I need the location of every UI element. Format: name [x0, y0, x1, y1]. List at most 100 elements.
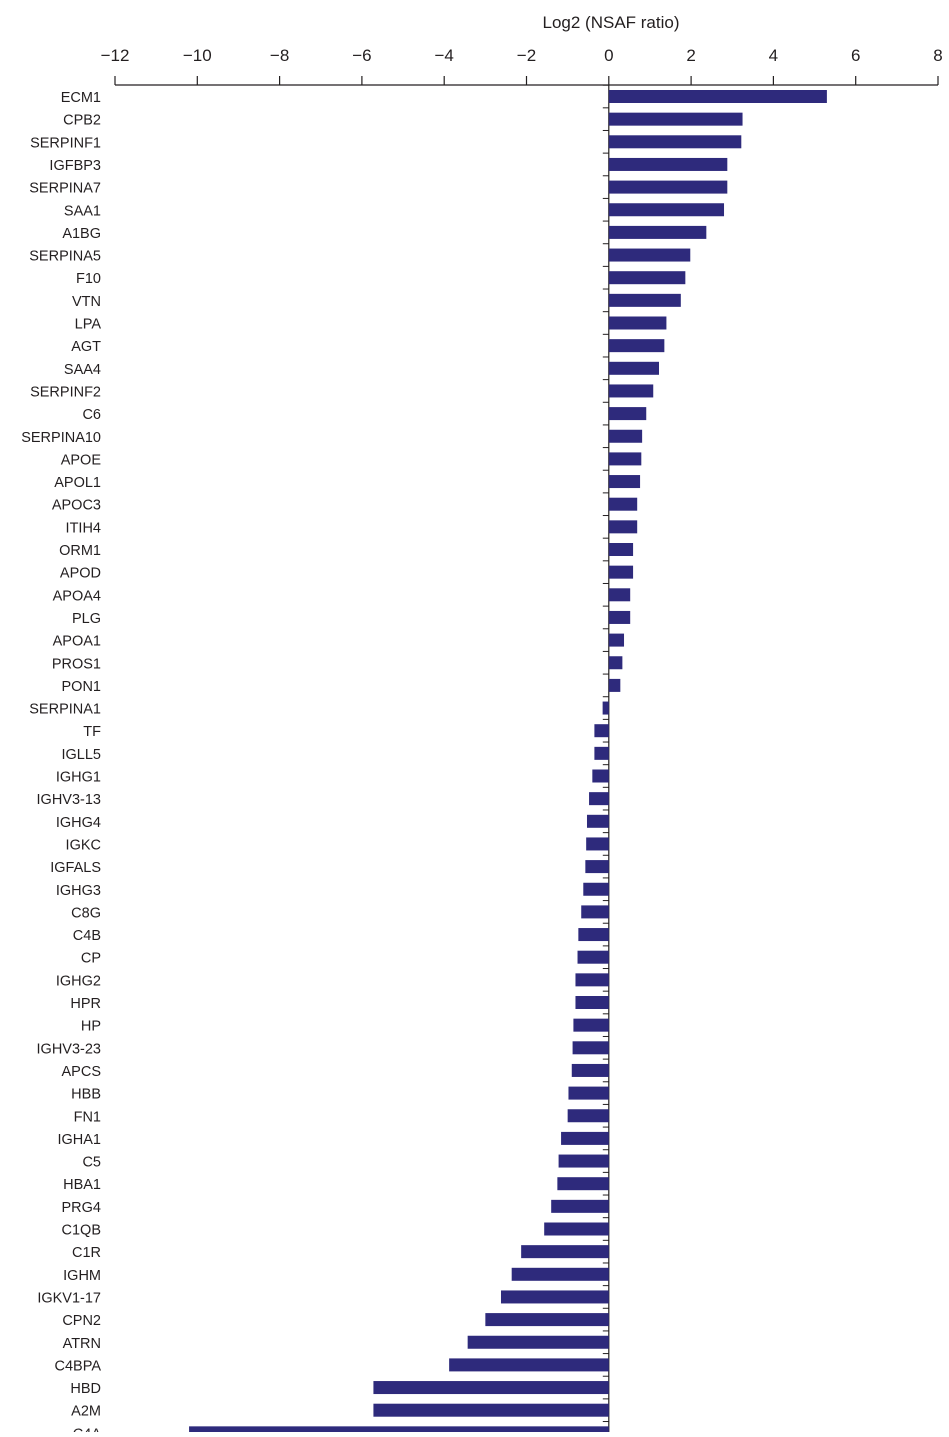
bar-itih4	[608, 520, 638, 534]
bar-c8g	[581, 905, 609, 919]
bar-f10	[608, 271, 686, 285]
category-label: C1R	[72, 1245, 101, 1261]
axis-layer: −12 −10 −8 −6 −4 −2 0 2 4 6 8	[101, 46, 943, 1437]
category-label: HPR	[70, 996, 101, 1012]
bar-hp	[573, 1018, 609, 1032]
bar-c5	[558, 1154, 609, 1168]
bar-c4a	[189, 1426, 609, 1437]
bar-atrn	[467, 1335, 609, 1349]
category-label: FN1	[74, 1109, 101, 1125]
category-label: C5	[82, 1155, 101, 1171]
bar-ighv3-13	[589, 792, 609, 806]
category-label: IGHM	[63, 1268, 101, 1284]
bar-agt	[608, 339, 665, 353]
category-label: SERPINA1	[29, 702, 101, 718]
category-label: CPN2	[62, 1313, 101, 1329]
category-label: PON1	[62, 679, 102, 695]
category-label: SAA1	[64, 203, 101, 219]
category-label: IGHG1	[56, 770, 101, 786]
bar-hpr	[575, 996, 609, 1009]
bar-pros1	[608, 656, 623, 670]
category-label: PROS1	[52, 656, 101, 672]
x-axis-title: Log2 (NSAF ratio)	[543, 13, 680, 32]
bar-cpb2	[608, 112, 743, 126]
x-tick-label: 2	[686, 46, 695, 65]
bar-orm1	[608, 543, 634, 556]
bar-saa1	[608, 203, 725, 217]
bar-ighg1	[592, 769, 609, 783]
bar-c4b	[578, 928, 609, 942]
bar-igfals	[585, 860, 609, 874]
bar-fn1	[567, 1109, 609, 1123]
bar-hbd	[373, 1381, 609, 1395]
category-label: ITIH4	[66, 520, 101, 536]
category-label: IGFALS	[50, 860, 101, 876]
bar-ighg3	[583, 882, 609, 896]
category-label: CPB2	[63, 113, 101, 129]
bar-serpina10	[608, 429, 643, 443]
bar-ighg4	[586, 814, 609, 828]
category-label: IGHV3-13	[37, 792, 101, 808]
category-label: ECM1	[61, 90, 101, 106]
bar-hba1	[557, 1177, 609, 1191]
bar-lpa	[608, 316, 667, 330]
bar-c1r	[521, 1245, 609, 1259]
category-label: SERPINF2	[30, 384, 101, 400]
bar-apoa1	[608, 633, 625, 647]
category-label: IGFBP3	[49, 158, 101, 174]
x-tick-label: −2	[517, 46, 536, 65]
bar-prg4	[551, 1199, 609, 1213]
category-label: IGKC	[66, 837, 101, 853]
category-label: VTN	[72, 294, 101, 310]
x-tick-label: 0	[604, 46, 613, 65]
bar-serpinf2	[608, 384, 654, 398]
bar-ighv3-23	[572, 1041, 609, 1055]
bar-apcs	[571, 1063, 609, 1077]
bar-ighg2	[575, 973, 609, 987]
bar-igll5	[594, 746, 609, 760]
category-label: AGT	[71, 339, 101, 355]
category-label: C4A	[73, 1426, 102, 1432]
category-label: SERPINA5	[29, 249, 101, 265]
category-label: APOE	[61, 452, 102, 468]
category-label: APOL1	[54, 475, 101, 491]
x-tick-label: −6	[352, 46, 371, 65]
category-label: IGHG3	[56, 883, 101, 899]
x-tick-label: −8	[270, 46, 289, 65]
x-tick-label: −12	[101, 46, 130, 65]
bar-cp	[577, 950, 609, 964]
category-label: IGHV3-23	[37, 1041, 101, 1057]
x-tick-label: 8	[933, 46, 942, 65]
bar-a1bg	[608, 225, 707, 239]
category-label: IGHA1	[57, 1132, 101, 1148]
bar-igfbp3	[608, 157, 728, 171]
category-label: PLG	[72, 611, 101, 627]
category-label: SERPINA7	[29, 181, 101, 197]
category-label: APOA4	[53, 588, 101, 604]
category-label: ORM1	[59, 543, 101, 559]
category-label: APOA1	[53, 634, 101, 650]
bar-serpina5	[608, 248, 691, 262]
category-label: APOC3	[52, 498, 101, 514]
bar-igkv1-17	[500, 1290, 609, 1304]
bar-igha1	[561, 1131, 609, 1145]
category-label: HP	[81, 1019, 101, 1035]
category-label: SERPINA10	[21, 430, 101, 446]
bar-vtn	[608, 293, 681, 307]
category-label: TF	[83, 724, 101, 740]
x-tick-label: 4	[769, 46, 778, 65]
bar-apoa4	[608, 588, 631, 602]
bar-plg	[608, 610, 631, 624]
bar-apod	[608, 565, 634, 579]
category-label: SAA4	[64, 362, 101, 378]
x-tick-label: −10	[183, 46, 212, 65]
bars-layer	[189, 90, 827, 1437]
bar-serpina1	[602, 701, 609, 715]
category-label: A1BG	[62, 226, 101, 242]
category-labels: ECM1 CPB2 SERPINF1 IGFBP3 SERPINA7 SAA1 A1BG SE…	[21, 90, 102, 1437]
bar-cpn2	[485, 1313, 609, 1327]
category-label: ATRN	[63, 1336, 101, 1352]
category-label: C1QB	[62, 1223, 102, 1239]
category-label: IGHG2	[56, 973, 101, 989]
